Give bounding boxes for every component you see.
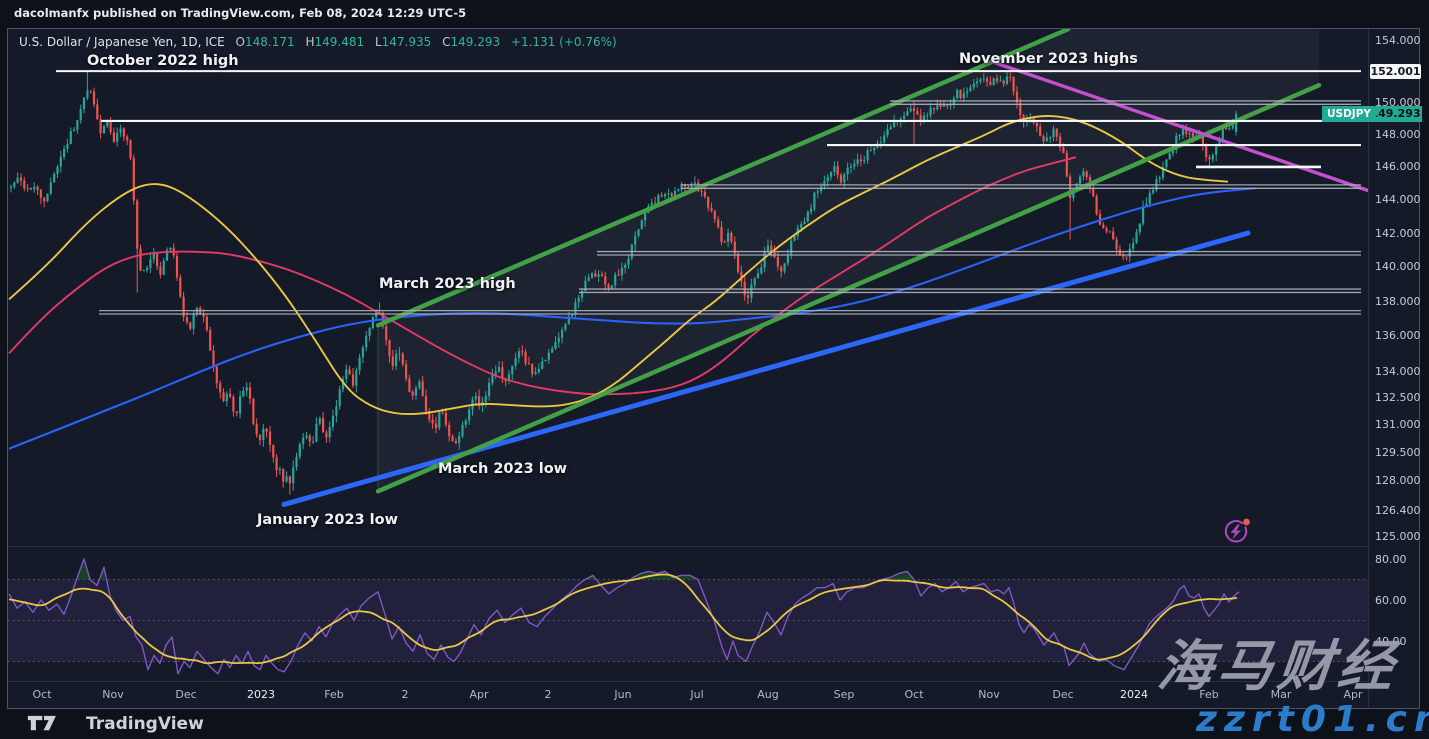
price-axis-tick: 128.000: [1375, 473, 1421, 487]
price-chart-canvas[interactable]: [8, 29, 1368, 546]
pane-separator[interactable]: [8, 546, 1368, 547]
trendline-channel-lower: [375, 82, 1322, 494]
annotation-label: November 2023 highs: [959, 51, 1138, 67]
publish-text: dacolmanfx published on TradingView.com,…: [14, 6, 467, 20]
close-label: C: [442, 35, 451, 49]
time-axis-tick: Nov: [102, 688, 124, 701]
price-axis-tick: 148.000: [1375, 128, 1421, 142]
time-axis-tick: Oct: [32, 688, 52, 701]
publish-bar: dacolmanfx published on TradingView.com,…: [0, 0, 1429, 28]
price-axis-tick: 129.500: [1375, 445, 1421, 459]
low-label: L: [374, 35, 382, 49]
rsi-pane-canvas[interactable]: [8, 546, 1368, 681]
price-line-label: 152.001: [1370, 63, 1421, 79]
footer-bar: TradingView: [0, 709, 1429, 739]
time-axis-tick: Dec: [1052, 688, 1074, 701]
rsi-axis-tick: 40.00: [1375, 634, 1407, 648]
ma-blue-line: [8, 187, 1257, 450]
trendline-channel-upper: [375, 29, 1071, 328]
watermark-cjk: 海马财经: [1154, 634, 1402, 698]
annotation-label: March 2023 high: [379, 276, 516, 292]
high-value: 149.481: [314, 35, 365, 49]
price-axis-tick: 146.000: [1375, 160, 1421, 174]
time-axis-tick: 2: [401, 688, 409, 701]
symbol-tag-label: USDJPY: [1322, 105, 1377, 122]
time-axis-tick: Apr: [469, 688, 489, 701]
time-axis-tick: 2: [544, 688, 552, 701]
current-price-label: 149.293: [1369, 105, 1422, 122]
time-axis-tick: Feb: [1199, 688, 1219, 701]
time-axis-tick: 2023: [247, 688, 275, 701]
trendline-long-term-support: [281, 230, 1251, 507]
tradingview-wordmark[interactable]: TradingView: [86, 714, 204, 734]
price-axis-tick: 138.000: [1375, 294, 1421, 308]
price-axis-tick: 142.000: [1375, 226, 1421, 240]
channel-fill: [378, 29, 1319, 492]
ma-yellow-line: [8, 115, 1229, 416]
rsi-ma-line: [8, 573, 1238, 665]
rsi-axis-tick: 80.00: [1375, 552, 1407, 566]
high-label: H: [305, 35, 315, 49]
tradingview-logo-icon[interactable]: [27, 715, 73, 734]
price-axis-tick: 140.000: [1375, 260, 1421, 274]
rsi-axis-tick: 60.00: [1375, 593, 1407, 607]
time-axis-tick: Aug: [757, 688, 779, 701]
flash-idea-icon[interactable]: [1213, 516, 1253, 548]
rsi-overbought-fill: [101, 569, 105, 580]
time-axis-tick: Jul: [690, 688, 704, 701]
rsi-overbought-fill: [631, 571, 697, 580]
symbol-title[interactable]: U.S. Dollar / Japanese Yen, 1D, ICE: [19, 35, 225, 49]
rsi-line: [8, 558, 1240, 675]
ma-red-line: [8, 156, 1077, 396]
time-axis[interactable]: Oct Nov Dec 2023 Feb 2 Apr 2 Jun Jul Aug Sep Oct Nov D…: [8, 681, 1368, 709]
change-value: +1.131 (+0.76%): [510, 35, 617, 49]
time-axis-tick: Apr: [1343, 688, 1363, 701]
time-axis-tick: Nov: [978, 688, 1000, 701]
time-axis-tick: Jun: [614, 688, 632, 701]
annotation-label: January 2023 low: [257, 512, 398, 528]
rsi-overbought-fill: [881, 571, 913, 580]
low-value: 147.935: [381, 35, 432, 49]
price-axis-tick: 131.000: [1375, 418, 1421, 432]
open-value: 148.171: [245, 35, 295, 49]
price-axis-tick: 125.000: [1375, 530, 1421, 544]
time-axis-tick: 2024: [1120, 688, 1148, 701]
time-axis-tick: Dec: [175, 688, 197, 701]
time-axis-tick: Feb: [324, 688, 344, 701]
price-axis-tick: 136.000: [1375, 329, 1421, 343]
time-axis-tick: Mar: [1270, 688, 1292, 701]
time-axis-tick: Oct: [904, 688, 924, 701]
annotation-label: October 2022 high: [87, 53, 239, 69]
price-axis-tick: 144.000: [1375, 193, 1421, 207]
chart-frame: U.S. Dollar / Japanese Yen, 1D, ICE O148…: [7, 28, 1422, 709]
time-axis-tick: Sep: [833, 688, 855, 701]
price-axis-tick: 126.400: [1375, 503, 1421, 517]
price-axis-separator: [1368, 29, 1369, 708]
price-axis-tick: 132.500: [1375, 391, 1421, 405]
price-axis-tick: 134.000: [1375, 364, 1421, 378]
open-label: O: [235, 35, 245, 49]
time-axis-separator: [8, 681, 1368, 682]
symbol-legend[interactable]: U.S. Dollar / Japanese Yen, 1D, ICE O148…: [19, 35, 617, 49]
price-axis[interactable]: 154.000 152.001 150.000 149.293 USDJPY 148.00…: [1322, 29, 1422, 681]
annotation-label: March 2023 low: [438, 461, 568, 477]
watermark-domain: zzrt01.cn: [1196, 699, 1429, 739]
trendline-downtrend-from-highs: [990, 59, 1368, 193]
price-axis-tick: 154.000: [1375, 33, 1421, 47]
close-value: 149.293: [450, 35, 501, 49]
